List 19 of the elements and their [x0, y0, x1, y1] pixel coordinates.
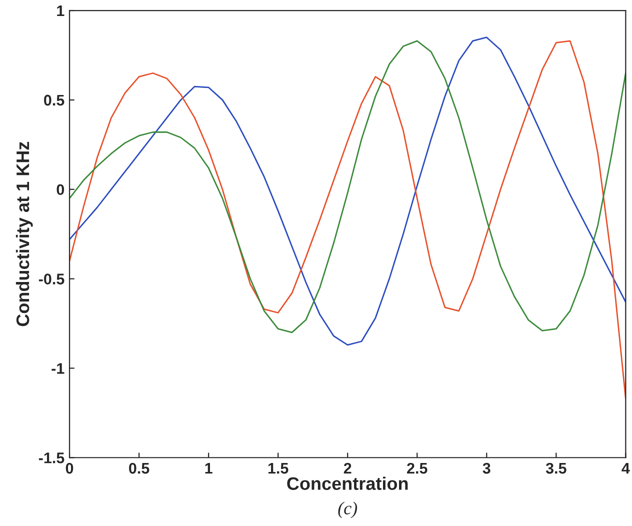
x-tick-label: 4 — [622, 463, 630, 474]
text: (c) — [338, 502, 358, 518]
y-axis-title: Conductivity at 1 KHz — [16, 142, 33, 326]
y-tick-label: 1 — [57, 6, 64, 16]
line-series — [70, 40, 626, 400]
x-tick-label: 3.5 — [546, 462, 566, 474]
x-tick-label: 2.5 — [407, 462, 428, 474]
x-tick-label: 3 — [482, 462, 490, 474]
x-tick-label: 1.5 — [268, 463, 288, 474]
x-tick-label: 0 — [66, 462, 74, 474]
x-tick-label: 2 — [344, 462, 352, 474]
x-tick-label: 1 — [205, 463, 212, 474]
y-tick-label: 0.5 — [44, 94, 64, 106]
y-tick-label: -0.5 — [38, 274, 64, 284]
y-tick-label: 0 — [56, 184, 64, 196]
y-tick-label: -1 — [52, 363, 64, 374]
y-tick-label: -1.5 — [38, 452, 64, 464]
x-axis-title: Concentration — [287, 476, 408, 490]
x-tick-label: 0.5 — [129, 462, 150, 474]
